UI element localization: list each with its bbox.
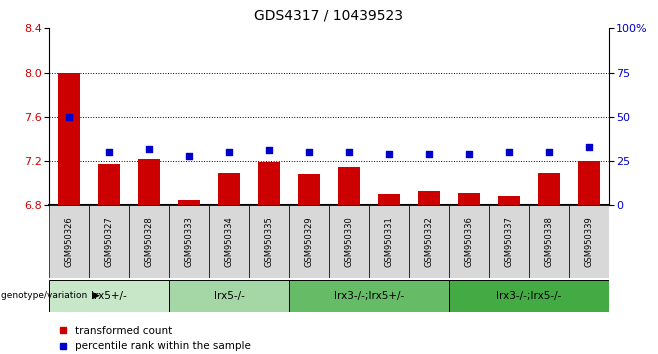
Point (184, 153, 195, 159)
Bar (409, 205, 449, 278)
Bar (329, 205, 369, 278)
Point (424, 151, 434, 157)
Bar (258, 162, 280, 205)
Text: GSM950327: GSM950327 (105, 216, 114, 267)
Point (463, 151, 474, 157)
Text: genotype/variation  ▶: genotype/variation ▶ (1, 291, 99, 300)
Bar (129, 205, 169, 278)
Text: lrx5+/-: lrx5+/- (91, 291, 127, 301)
Bar (569, 205, 609, 278)
Point (104, 149, 114, 155)
Bar (49, 205, 89, 278)
Text: GSM950326: GSM950326 (65, 216, 74, 267)
Text: GSM950333: GSM950333 (185, 216, 193, 267)
Point (503, 149, 514, 155)
Text: lrx5-/-: lrx5-/- (214, 291, 245, 301)
Bar (449, 280, 609, 312)
Bar (289, 205, 329, 278)
Point (384, 151, 394, 157)
Point (144, 146, 155, 152)
Text: GSM950338: GSM950338 (544, 216, 553, 267)
Text: GSM950331: GSM950331 (384, 216, 393, 267)
Bar (289, 280, 449, 312)
Text: GSM950335: GSM950335 (265, 216, 274, 267)
Bar (489, 205, 529, 278)
Bar (49, 280, 169, 312)
Text: GSM950330: GSM950330 (345, 216, 353, 267)
Bar (138, 159, 160, 205)
Bar (209, 205, 249, 278)
Point (544, 149, 554, 155)
Legend: transformed count, percentile rank within the sample: transformed count, percentile rank withi… (55, 322, 255, 354)
Text: GSM950329: GSM950329 (305, 216, 313, 267)
Bar (169, 280, 289, 312)
Bar (218, 173, 240, 205)
Text: lrx3-/-;lrx5+/-: lrx3-/-;lrx5+/- (334, 291, 404, 301)
Bar (378, 194, 400, 205)
Point (224, 149, 234, 155)
Bar (178, 200, 200, 205)
Bar (538, 173, 560, 205)
Bar (449, 205, 489, 278)
Bar (169, 205, 209, 278)
Point (304, 149, 315, 155)
Text: GSM950339: GSM950339 (584, 216, 593, 267)
Bar (578, 161, 599, 205)
Text: lrx3-/-;lrx5-/-: lrx3-/-;lrx5-/- (496, 291, 561, 301)
Text: GSM950336: GSM950336 (465, 216, 473, 267)
Bar (98, 164, 120, 205)
Point (584, 144, 594, 150)
Bar (418, 191, 440, 205)
Bar (498, 196, 520, 205)
Bar (458, 193, 480, 205)
Bar (338, 167, 360, 205)
Point (264, 148, 274, 153)
Point (64, 114, 74, 120)
Text: GSM950334: GSM950334 (224, 216, 234, 267)
Bar (298, 174, 320, 205)
Bar (249, 205, 289, 278)
Point (343, 149, 354, 155)
Bar (59, 73, 80, 205)
Bar (529, 205, 569, 278)
Bar (369, 205, 409, 278)
Text: GSM950337: GSM950337 (504, 216, 513, 267)
Text: GDS4317 / 10439523: GDS4317 / 10439523 (255, 9, 403, 23)
Text: GSM950328: GSM950328 (145, 216, 154, 267)
Text: GSM950332: GSM950332 (424, 216, 434, 267)
Bar (89, 205, 129, 278)
